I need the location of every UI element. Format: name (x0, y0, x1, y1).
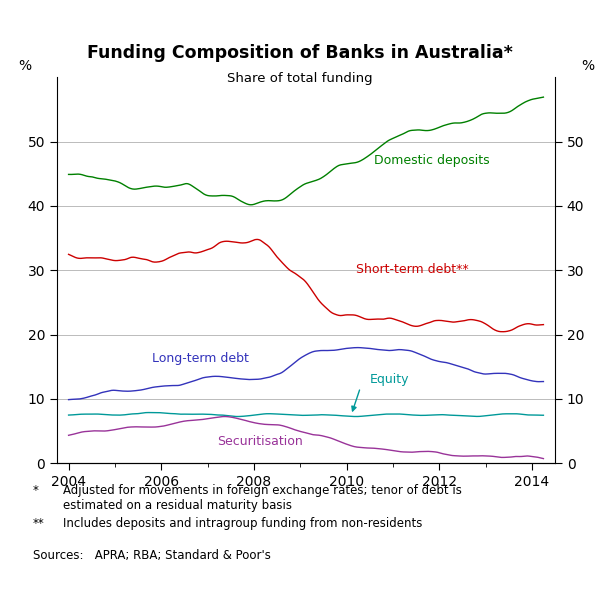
Text: **: ** (33, 517, 45, 530)
Text: Adjusted for movements in foreign exchange rates; tenor of debt is
estimated on : Adjusted for movements in foreign exchan… (63, 484, 462, 512)
Text: Domestic deposits: Domestic deposits (374, 154, 490, 167)
Text: %: % (581, 59, 594, 74)
Text: Short-term debt**: Short-term debt** (356, 264, 469, 276)
Text: Includes deposits and intragroup funding from non-residents: Includes deposits and intragroup funding… (63, 517, 422, 530)
Text: *: * (33, 484, 39, 497)
Text: Sources:   APRA; RBA; Standard & Poor's: Sources: APRA; RBA; Standard & Poor's (33, 549, 271, 563)
Text: %: % (18, 59, 31, 74)
Text: Equity: Equity (370, 373, 409, 386)
Text: Long-term debt: Long-term debt (152, 352, 249, 365)
Text: Securitisation: Securitisation (217, 435, 302, 448)
Text: Funding Composition of Banks in Australia*: Funding Composition of Banks in Australi… (87, 45, 513, 62)
Text: Share of total funding: Share of total funding (227, 72, 373, 86)
